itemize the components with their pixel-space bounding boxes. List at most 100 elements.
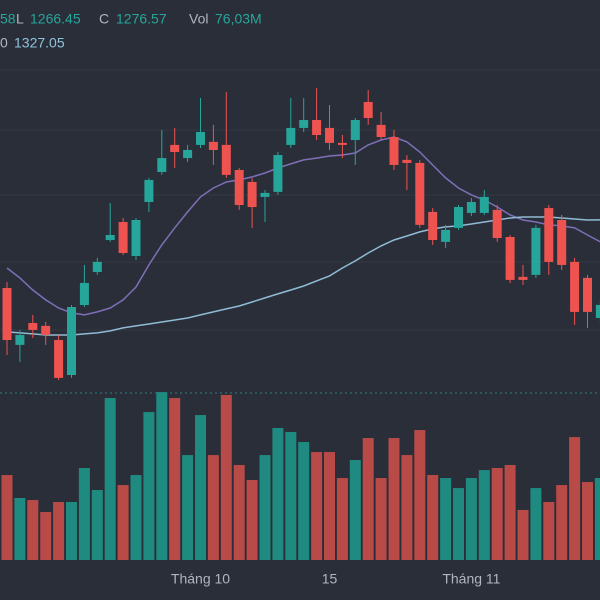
volume-bar	[78, 468, 90, 560]
volume-bar	[104, 398, 116, 560]
candle-body	[196, 131, 205, 145]
volume-bar	[491, 468, 503, 560]
volume-bar	[272, 427, 284, 560]
legend-value: 1276.57	[116, 11, 167, 27]
volume-bar	[362, 438, 374, 560]
candle-body	[299, 120, 309, 128]
candle-body	[118, 222, 128, 253]
candle-body	[389, 137, 399, 165]
candle-body	[54, 340, 64, 378]
candle-body	[428, 211, 438, 241]
legend-key: 0	[0, 35, 8, 51]
candle-body	[183, 149, 193, 159]
volume-bar	[91, 490, 103, 560]
candle-body	[92, 261, 102, 273]
volume-bar	[453, 488, 464, 560]
candle-body	[531, 227, 541, 275]
candle-body	[337, 142, 347, 145]
candle-body	[363, 102, 373, 118]
moving-average-line	[6, 136, 600, 316]
candle-body	[221, 144, 231, 175]
candle-body	[157, 158, 167, 173]
candle-body	[479, 196, 489, 213]
volume-bar	[569, 437, 581, 560]
volume-bar	[169, 398, 181, 560]
legend: 58 L 1266.45 C 1276.57 Vol 76,03M 0 1327…	[0, 11, 262, 51]
x-tick-label: 15	[322, 571, 338, 587]
volume-bar	[388, 438, 400, 560]
volume-bar	[246, 479, 258, 560]
candle-body	[79, 282, 89, 305]
volume-bar	[285, 431, 297, 560]
candle-body	[402, 159, 412, 163]
volume-bar	[504, 464, 516, 560]
volume-bar	[582, 482, 593, 560]
volume-bar	[40, 512, 52, 560]
volume-bar	[440, 478, 452, 560]
volume-bar	[207, 455, 219, 560]
candle-body	[41, 325, 51, 335]
volume-bar	[324, 452, 335, 560]
candle-body	[234, 170, 244, 206]
volume-bar	[14, 497, 26, 560]
legend-key: L	[16, 11, 24, 27]
volume-bar	[465, 478, 477, 560]
candle-body	[286, 127, 296, 145]
candle-body	[325, 127, 334, 143]
volume-bar	[311, 452, 323, 560]
volume-bar	[349, 460, 361, 560]
volume-bar	[220, 394, 232, 560]
volume-bar	[182, 455, 194, 560]
candle-body	[570, 261, 580, 312]
volume-bar	[594, 478, 600, 560]
x-tick-label: Tháng 11	[442, 571, 500, 587]
volume-bar	[530, 488, 542, 560]
candle-body	[441, 229, 451, 242]
x-tick-label: Tháng 10	[171, 571, 230, 587]
legend-value: 1266.45	[30, 11, 81, 27]
volume-bar	[427, 475, 439, 560]
candle-body	[15, 334, 25, 345]
candle-body	[557, 219, 567, 265]
candle-body	[170, 144, 180, 152]
volume-bar	[298, 442, 310, 560]
candle-body	[518, 276, 528, 280]
candle-body	[350, 120, 360, 141]
candle-body	[505, 236, 515, 280]
volume-bar	[195, 415, 206, 560]
candle-body	[144, 179, 154, 202]
volume-bar	[130, 475, 142, 560]
marks	[1, 88, 600, 560]
candle-body	[273, 155, 283, 192]
candle-body	[260, 192, 270, 197]
volume-bar	[414, 430, 426, 560]
candle-body	[595, 304, 600, 318]
candle-body	[312, 120, 322, 135]
volume-bar	[478, 470, 490, 560]
legend-value: 58	[0, 11, 16, 27]
candle-body	[583, 277, 592, 312]
legend-value: 76,03M	[215, 11, 262, 27]
candle-body	[247, 181, 257, 208]
volume-bar	[117, 485, 129, 560]
candle-body	[67, 307, 76, 376]
volume-bar	[66, 501, 77, 560]
volume-bar	[1, 475, 13, 560]
volume-bar	[517, 509, 529, 560]
volume-bar	[143, 412, 155, 560]
candle-body	[208, 141, 218, 150]
candle-body	[544, 208, 554, 262]
legend-key: Vol	[189, 11, 208, 27]
candle-body	[492, 209, 502, 239]
volume-bar	[543, 501, 555, 560]
candle-body	[28, 323, 38, 330]
candle-body	[105, 234, 115, 241]
volume-bar	[259, 455, 271, 560]
candle-body	[131, 219, 141, 257]
volume-bar	[401, 455, 413, 560]
volume-bar	[53, 501, 65, 560]
candle-body	[415, 162, 425, 225]
legend-value: 1327.05	[14, 35, 65, 51]
candle-body	[376, 124, 386, 138]
